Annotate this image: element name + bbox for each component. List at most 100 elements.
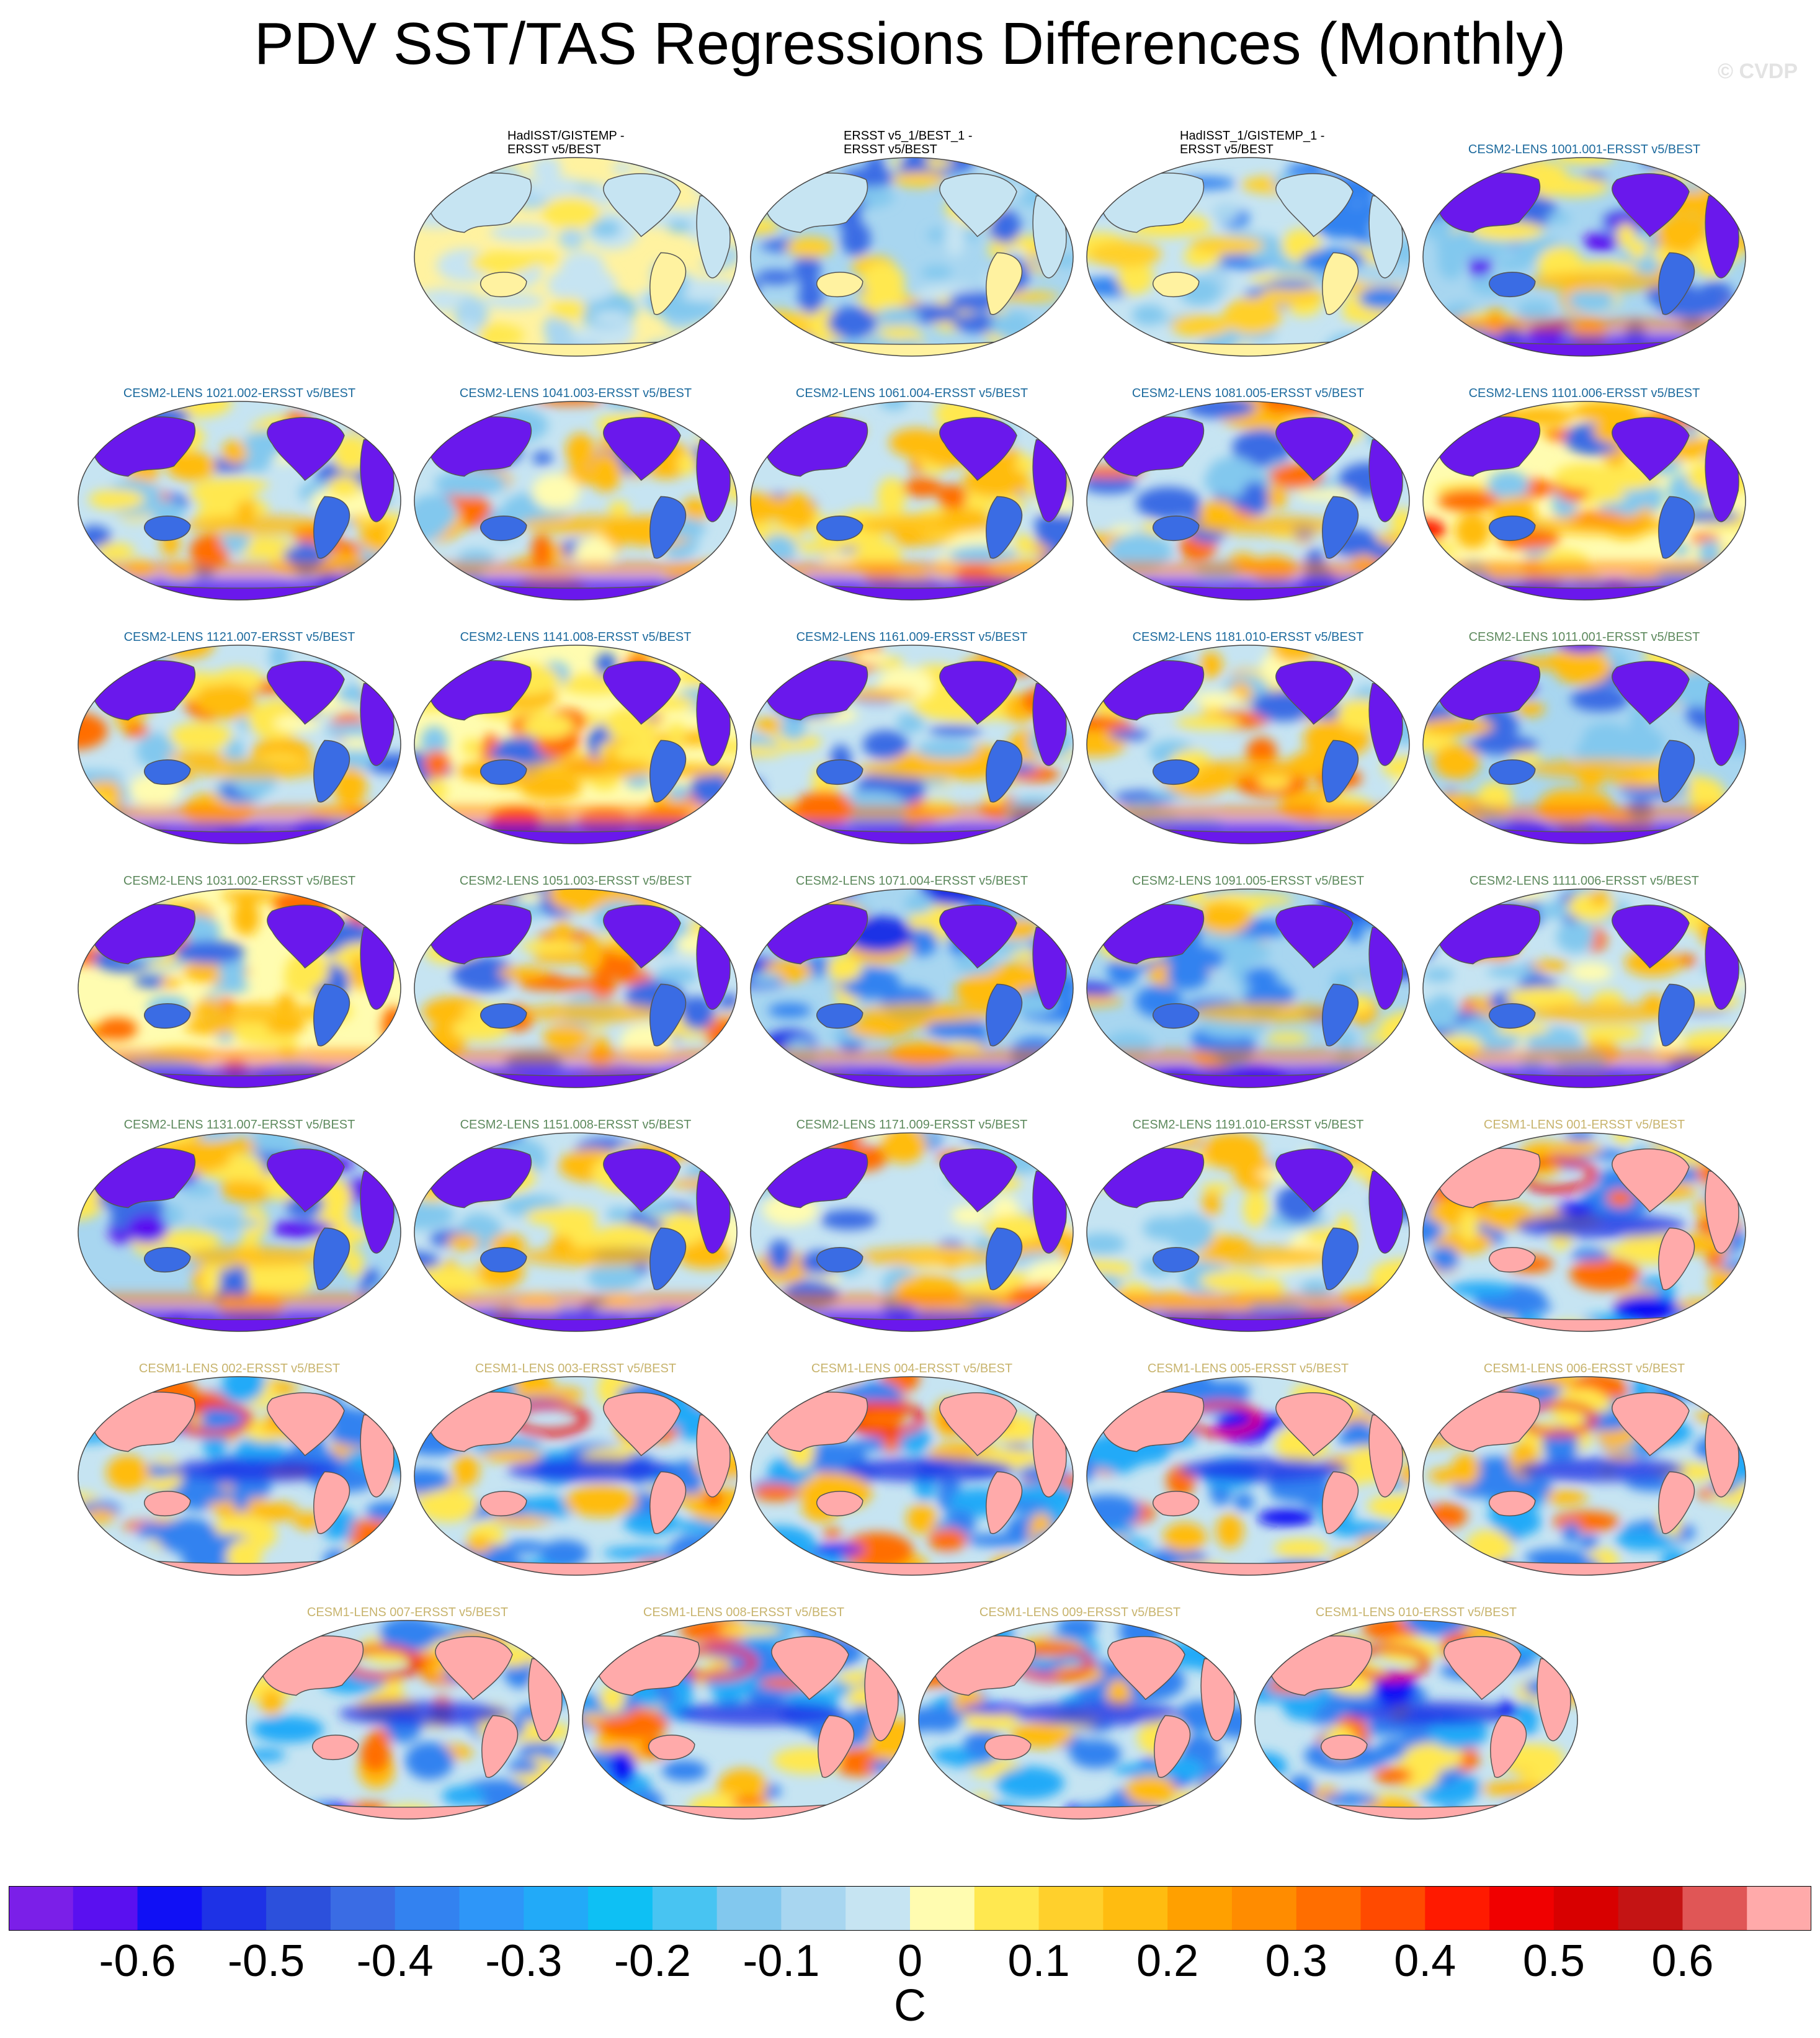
map-panel: CESM2-LENS 1191.010-ERSST v5/BEST [1081, 1101, 1416, 1336]
colorbar-swatch [137, 1886, 202, 1931]
global-map [414, 1376, 738, 1576]
figure-title: PDV SST/TAS Regressions Differences (Mon… [254, 11, 1566, 77]
map-panel: CESM2-LENS 1151.008-ERSST v5/BEST [408, 1101, 743, 1336]
colorbar-swatch [395, 1886, 460, 1931]
map-panel: ERSST v5_1/BEST_1 - ERSST v5/BEST [744, 125, 1079, 361]
panel-title: CESM2-LENS 1051.003-ERSST v5/BEST [459, 874, 692, 888]
colorbar-tick-label: -0.6 [99, 1936, 176, 1986]
colorbar-tick-label: -0.3 [485, 1936, 563, 1986]
map-panel: CESM2-LENS 1141.008-ERSST v5/BEST [408, 613, 743, 849]
colorbar-swatch [459, 1886, 524, 1931]
panel-title: CESM2-LENS 1081.005-ERSST v5/BEST [1131, 387, 1365, 400]
panel-title: CESM2-LENS 1161.009-ERSST v5/BEST [796, 630, 1028, 644]
panel-title: CESM1-LENS 005-ERSST v5/BEST [1147, 1362, 1349, 1375]
global-map [246, 1620, 569, 1820]
colorbar-swatch [1167, 1886, 1233, 1931]
colorbar-tick-label: -0.5 [228, 1936, 305, 1986]
colorbar-swatch [202, 1886, 267, 1931]
map-panel: CESM2-LENS 1091.005-ERSST v5/BEST [1081, 857, 1416, 1093]
colorbar-swatch [9, 1886, 74, 1931]
global-map [1086, 157, 1410, 357]
map-panel: CESM2-LENS 1131.007-ERSST v5/BEST [72, 1101, 407, 1336]
global-map [414, 401, 738, 601]
colorbar-swatch [910, 1886, 975, 1931]
panel-title: CESM2-LENS 1111.006-ERSST v5/BEST [1470, 874, 1699, 888]
colorbar-swatch [1103, 1886, 1168, 1931]
panel-title-line: ERSST v5/BEST [507, 143, 601, 156]
global-map [414, 888, 738, 1088]
panel-title: CESM2-LENS 1021.002-ERSST v5/BEST [123, 387, 356, 400]
global-map [78, 401, 401, 601]
panel-title: CESM2-LENS 1071.004-ERSST v5/BEST [795, 874, 1028, 888]
global-map [750, 645, 1074, 844]
colorbar-swatch [845, 1886, 911, 1931]
panel-title: CESM2-LENS 1001.001-ERSST v5/BEST [1468, 143, 1701, 156]
global-map [582, 1620, 906, 1820]
copyright-label: © CVDP [1718, 60, 1798, 83]
global-map [1086, 1376, 1410, 1576]
map-panel: CESM1-LENS 002-ERSST v5/BEST [72, 1344, 407, 1580]
global-map [1422, 157, 1746, 357]
global-map [1422, 1376, 1746, 1576]
map-panel: CESM2-LENS 1121.007-ERSST v5/BEST [72, 613, 407, 849]
colorbar-swatch [1747, 1886, 1811, 1931]
panel-title: ERSST v5_1/BEST_1 - ERSST v5/BEST [844, 129, 1042, 156]
colorbar-swatch [974, 1886, 1040, 1931]
map-panel: CESM2-LENS 1061.004-ERSST v5/BEST [744, 369, 1079, 605]
map-panel: CESM2-LENS 1181.010-ERSST v5/BEST [1081, 613, 1416, 849]
global-map [750, 157, 1074, 357]
panel-title-line: ERSST v5/BEST [1180, 143, 1274, 156]
colorbar-swatch [1618, 1886, 1684, 1931]
colorbar-swatch [1682, 1886, 1747, 1931]
global-map [1422, 401, 1746, 601]
map-panel: CESM2-LENS 1041.003-ERSST v5/BEST [408, 369, 743, 605]
panel-title: CESM1-LENS 010-ERSST v5/BEST [1315, 1606, 1517, 1619]
panel-title: CESM2-LENS 1131.007-ERSST v5/BEST [123, 1118, 355, 1132]
map-panel: CESM2-LENS 1101.006-ERSST v5/BEST [1417, 369, 1752, 605]
panel-title: CESM1-LENS 006-ERSST v5/BEST [1483, 1362, 1685, 1375]
map-panel: CESM2-LENS 1081.005-ERSST v5/BEST [1081, 369, 1416, 605]
panel-title-line: ERSST v5_1/BEST_1 - [844, 129, 973, 143]
map-panel: CESM2-LENS 1161.009-ERSST v5/BEST [744, 613, 1079, 849]
panel-title: HadISST_1/GISTEMP_1 - ERSST v5/BEST [1180, 129, 1378, 156]
panel-title: CESM2-LENS 1181.010-ERSST v5/BEST [1132, 630, 1364, 644]
panel-title: CESM1-LENS 008-ERSST v5/BEST [643, 1606, 845, 1619]
colorbar-tick-label: 0.6 [1651, 1936, 1714, 1986]
global-map [414, 157, 738, 357]
global-map [750, 1132, 1074, 1332]
map-panel: CESM1-LENS 009-ERSST v5/BEST [912, 1588, 1247, 1824]
map-panel: CESM2-LENS 1001.001-ERSST v5/BEST [1417, 125, 1752, 361]
panel-title: CESM2-LENS 1101.006-ERSST v5/BEST [1468, 387, 1700, 400]
map-panel: CESM2-LENS 1031.002-ERSST v5/BEST [72, 857, 407, 1093]
map-panel: CESM2-LENS 1011.001-ERSST v5/BEST [1417, 613, 1752, 849]
global-map [78, 1376, 401, 1576]
panel-title: CESM2-LENS 1171.009-ERSST v5/BEST [796, 1118, 1028, 1132]
map-panel: CESM2-LENS 1021.002-ERSST v5/BEST [72, 369, 407, 605]
colorbar-swatch [716, 1886, 782, 1931]
colorbar-tick-label: 0.4 [1394, 1936, 1456, 1986]
map-panel: CESM2-LENS 1171.009-ERSST v5/BEST [744, 1101, 1079, 1336]
colorbar-tick-label: -0.1 [743, 1936, 820, 1986]
global-map [1422, 888, 1746, 1088]
panel-title: CESM1-LENS 001-ERSST v5/BEST [1483, 1118, 1685, 1132]
colorbar-swatch [652, 1886, 718, 1931]
panel-title: CESM2-LENS 1091.005-ERSST v5/BEST [1131, 874, 1365, 888]
global-map [1086, 1132, 1410, 1332]
global-map [78, 645, 401, 844]
colorbar-swatch [1296, 1886, 1362, 1931]
map-panel: CESM2-LENS 1071.004-ERSST v5/BEST [744, 857, 1079, 1093]
colorbar-swatch [524, 1886, 589, 1931]
map-panel: CESM1-LENS 006-ERSST v5/BEST [1417, 1344, 1752, 1580]
panel-title: CESM2-LENS 1061.004-ERSST v5/BEST [795, 387, 1028, 400]
global-map [414, 645, 738, 844]
colorbar [9, 1886, 1811, 1931]
global-map [1086, 645, 1410, 844]
panel-title-line: HadISST/GISTEMP - [507, 129, 625, 143]
colorbar-swatch [266, 1886, 331, 1931]
panel-title: CESM1-LENS 004-ERSST v5/BEST [811, 1362, 1013, 1375]
map-panel: CESM1-LENS 010-ERSST v5/BEST [1249, 1588, 1584, 1824]
colorbar-swatch [1360, 1886, 1425, 1931]
global-map [750, 1376, 1074, 1576]
colorbar-swatch [1489, 1886, 1555, 1931]
panel-title: CESM2-LENS 1191.010-ERSST v5/BEST [1132, 1118, 1364, 1132]
